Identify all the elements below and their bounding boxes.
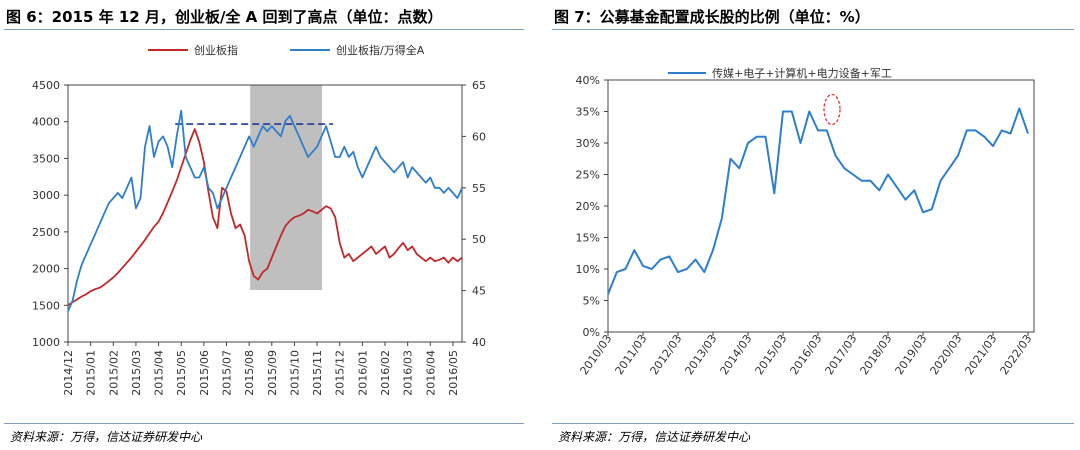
right-figure-title: 图 7：公募基金配置成长股的比例（单位：%） — [554, 8, 870, 26]
x-tick-label: 2015/07 — [221, 350, 234, 396]
right-figure-panel: 图 7：公募基金配置成长股的比例（单位：%） 0% 5% 10% 15% 20% 25% 3… — [548, 0, 1080, 450]
x-tick-label: 2017/03 — [823, 332, 860, 377]
left-figure-panel: 图 6：2015 年 12 月，创业板/全 A 回到了高点（单位：点数） 100… — [0, 0, 530, 450]
y-tick-label: 20% — [576, 200, 600, 213]
x-tick-label: 2015/09 — [266, 350, 279, 396]
legend-label: 创业板指/万得全A — [336, 43, 425, 57]
x-tick-label: 2016/03 — [402, 350, 415, 396]
plot-frame — [607, 79, 1035, 333]
y-left-tick-label: 2000 — [32, 263, 60, 276]
right-title-rule — [552, 29, 1074, 30]
shaded-region — [250, 85, 323, 290]
y-tick-label: 35% — [576, 106, 600, 119]
x-tick-label: 2018/03 — [858, 332, 895, 377]
y-left-tick-label: 3000 — [32, 189, 60, 202]
y-right-tick-label: 50 — [472, 233, 486, 246]
plot-frame — [67, 84, 463, 343]
y-left-tick-label: 2500 — [32, 226, 60, 239]
x-tick-label: 2015/05 — [175, 350, 188, 396]
left-chart: 1000 1500 2000 2500 3000 3500 4000 4500 40 45 50 55… — [32, 43, 486, 396]
x-tick-label: 2015/06 — [198, 350, 211, 396]
series-line-growth-share — [607, 107, 1029, 295]
x-tick-label: 2015/11 — [311, 350, 324, 396]
right-source-rule — [552, 423, 1074, 424]
y-tick-label: 0% — [583, 326, 600, 339]
x-tick-label: 2014/12 — [62, 350, 75, 396]
series-line-chuangyeban-ratio — [67, 109, 463, 312]
series-line-chuangyeban — [67, 128, 463, 307]
y-left-tick-label: 1000 — [32, 336, 60, 349]
right-chart: 0%5%10%15%20%25%30%35%40%2010/032011/032… — [576, 66, 1035, 377]
y-right-tick-label: 55 — [472, 182, 486, 195]
y-tick-label: 10% — [576, 263, 600, 276]
left-figure-title: 图 6：2015 年 12 月，创业板/全 A 回到了高点（单位：点数） — [6, 8, 443, 26]
left-source-rule — [4, 423, 524, 424]
y-left-tick-label: 1500 — [32, 299, 60, 312]
highlight-circle — [823, 93, 841, 126]
right-source-note: 资料来源：万得，信达证券研发中心 — [558, 430, 751, 444]
x-tick-label: 2015/08 — [243, 350, 256, 396]
x-tick-label: 2014/03 — [718, 332, 755, 377]
x-tick-label: 2016/05 — [447, 350, 460, 396]
y-left-tick-label: 4000 — [32, 116, 60, 129]
y-tick-label: 15% — [576, 232, 600, 245]
legend-label: 创业板指 — [194, 43, 238, 57]
x-tick-label: 2015/02 — [107, 350, 120, 396]
x-tick-label: 2015/01 — [85, 350, 98, 396]
left-source-note: 资料来源：万得，信达证券研发中心 — [10, 430, 203, 444]
y-left-tick-label: 4500 — [32, 79, 60, 92]
y-right-tick-label: 65 — [472, 79, 486, 92]
x-tick-label: 2015/12 — [334, 350, 347, 396]
y-tick-label: 5% — [583, 295, 600, 308]
y-tick-label: 30% — [576, 137, 600, 150]
left-title-rule — [4, 29, 524, 30]
x-tick-label: 2012/03 — [648, 332, 685, 377]
y-right-tick-label: 60 — [472, 130, 486, 143]
x-tick-label: 2022/03 — [998, 332, 1035, 377]
y-tick-label: 25% — [576, 169, 600, 182]
x-tick-label: 2013/03 — [683, 332, 720, 377]
y-right-tick-label: 40 — [472, 336, 486, 349]
x-tick-label: 2015/04 — [153, 350, 166, 396]
x-tick-label: 2011/03 — [613, 332, 650, 377]
x-tick-label: 2015/03 — [130, 350, 143, 396]
x-tick-label: 2020/03 — [928, 332, 965, 377]
x-tick-label: 2016/04 — [424, 350, 437, 396]
x-tick-label: 2016/02 — [379, 350, 392, 396]
y-left-tick-label: 3500 — [32, 152, 60, 165]
x-tick-label: 2019/03 — [893, 332, 930, 377]
y-right-tick-label: 45 — [472, 285, 486, 298]
y-tick-label: 40% — [576, 74, 600, 87]
x-tick-label: 2016/01 — [356, 350, 369, 396]
x-tick-label: 2021/03 — [963, 332, 1000, 377]
x-tick-label: 2015/10 — [288, 350, 301, 396]
x-tick-label: 2016/03 — [788, 332, 825, 377]
legend-label: 传媒+电子+计算机+电力设备+军工 — [712, 66, 892, 80]
x-tick-label: 2015/03 — [753, 332, 790, 377]
